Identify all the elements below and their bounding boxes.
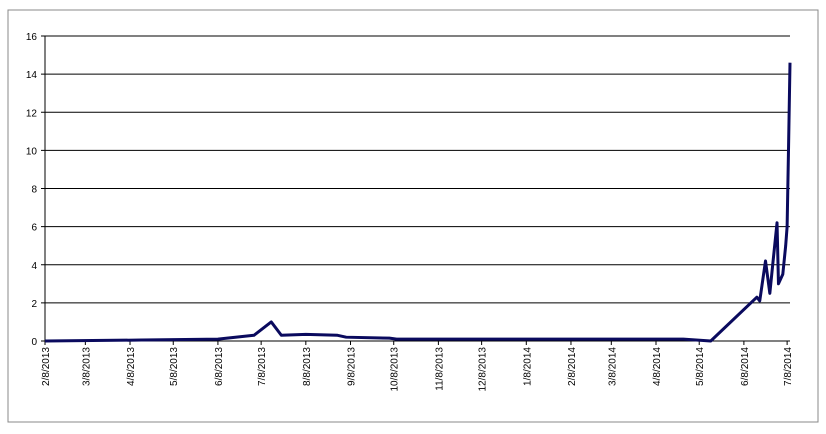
x-tick-label: 2/8/2014: [567, 347, 578, 386]
x-tick-label: 9/8/2013: [346, 347, 357, 386]
x-tick-label: 2/8/2013: [41, 347, 52, 386]
x-tick-label: 3/8/2014: [607, 347, 618, 386]
x-tick-label: 8/8/2013: [302, 347, 313, 386]
x-tick-label: 5/8/2014: [695, 347, 706, 386]
x-tick-label: 12/8/2013: [478, 347, 489, 392]
x-tick-label: 1/8/2014: [522, 347, 533, 386]
chart-frame: [7, 9, 819, 423]
y-tick-label: 2: [31, 299, 37, 310]
x-tick-label: 6/8/2013: [214, 347, 225, 386]
x-tick-label: 4/8/2014: [652, 347, 663, 386]
y-tick-label: 4: [31, 261, 37, 272]
y-tick-label: 10: [26, 146, 38, 157]
y-tick-label: 14: [26, 70, 38, 81]
data-line: [44, 62, 792, 343]
x-tick-label: 3/8/2013: [81, 347, 92, 386]
x-tick-label: 6/8/2014: [740, 347, 751, 386]
x-tick-label: 7/8/2014: [783, 347, 794, 386]
x-tick-label: 5/8/2013: [169, 347, 180, 386]
y-tick-label: 6: [31, 223, 37, 234]
y-tick-label: 12: [26, 108, 38, 119]
x-tick-label: 7/8/2013: [257, 347, 268, 386]
y-tick-label: 16: [26, 32, 38, 43]
x-tick-label: 4/8/2013: [126, 347, 137, 386]
x-tick-label: 10/8/2013: [390, 347, 401, 392]
y-tick-label: 0: [31, 337, 37, 348]
x-tick-label: 11/8/2013: [434, 347, 445, 391]
y-tick-label: 8: [31, 185, 37, 196]
